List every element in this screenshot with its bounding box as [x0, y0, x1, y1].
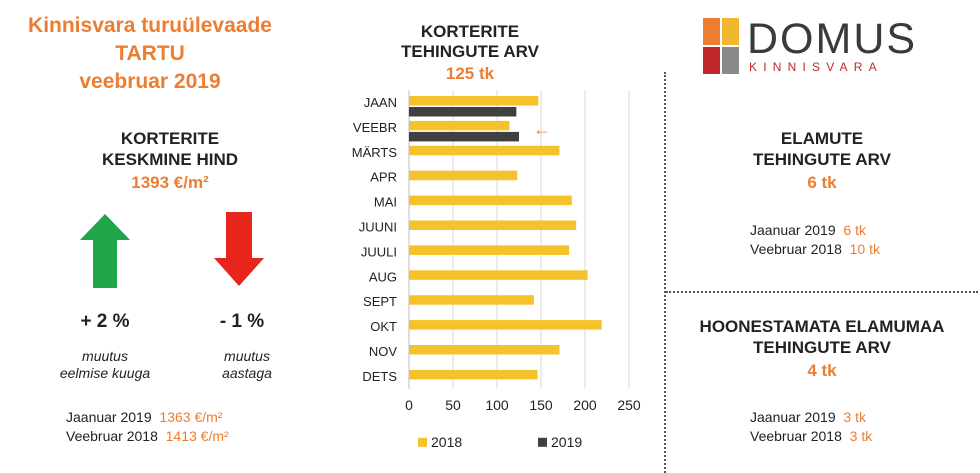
category-label: SEPT — [363, 294, 397, 309]
monthly-change-label: muutus eelmise kuuga — [30, 348, 180, 382]
report-title-city: TARTU — [115, 42, 185, 65]
bar-2018 — [409, 96, 539, 106]
category-label: MÄRTS — [352, 145, 398, 160]
houses-value: 6 tk — [807, 173, 837, 192]
category-label: NOV — [369, 344, 398, 359]
ref-value: 10 tk — [849, 241, 880, 257]
bar-2018 — [409, 270, 588, 280]
ref-label: Veebruar 2018 — [750, 428, 842, 444]
ref-label: Jaanuar 2019 — [750, 409, 836, 425]
houses-ref-row-2: Veebruar 2018 10 tk — [750, 240, 970, 259]
annotation-arrow-icon: ← — [533, 119, 551, 139]
apartments-value: 125 tk — [445, 64, 495, 83]
avg-price-ref-row-1: Jaanuar 2019 1363 €/m² — [66, 408, 306, 427]
report-title-period: veebruar 2019 — [79, 70, 221, 93]
category-label: APR — [370, 170, 397, 185]
land-ref-row-1: Jaanuar 2019 3 tk — [750, 408, 970, 427]
apartments-title-line1: KORTERITE — [420, 22, 520, 41]
logo-mark-icon — [703, 18, 739, 74]
ref-value: 6 tk — [843, 222, 866, 238]
monthly-change-value: + 2 % — [80, 311, 130, 332]
land-title-line1: HOONESTAMATA ELAMUMAA — [699, 317, 945, 336]
category-label: OKT — [370, 319, 397, 334]
land-ref-row-2: Veebruar 2018 3 tk — [750, 427, 970, 446]
category-label: JUUNI — [359, 220, 397, 235]
category-label: JUULI — [361, 244, 397, 259]
avg-price-title-line2: KESKMINE HIND — [101, 150, 238, 169]
report-title-line1: Kinnisvara turuülevaade — [28, 14, 272, 37]
x-tick-label: 100 — [485, 397, 509, 413]
yearly-change-label-line2: aastaga — [222, 365, 272, 381]
monthly-transactions-chart: 0 50 100 150 200 250 JAAN VEEBR MÄRTS APR MAI JUUNI… — [352, 90, 641, 450]
houses-title-line1: ELAMUTE — [780, 129, 864, 148]
houses-title-line2: TEHINGUTE ARV — [753, 150, 891, 169]
legend-label: 2019 — [551, 434, 582, 450]
ref-value: 1363 €/m² — [159, 409, 223, 425]
logo-sub: KINNISVARA — [749, 60, 883, 74]
land-value: 4 tk — [807, 361, 837, 380]
bar-2018 — [409, 120, 510, 131]
category-label: VEEBR — [353, 120, 397, 135]
apartments-title-line2: TEHINGUTE ARV — [401, 42, 539, 61]
bar-2018 — [409, 320, 602, 330]
bar-2018 — [409, 345, 560, 355]
domus-logo: DOMUS KINNISVARA — [703, 15, 953, 74]
x-tick-label: 0 — [405, 397, 413, 413]
yearly-change-label-line1: muutus — [224, 348, 270, 364]
legend-swatch — [538, 437, 547, 447]
column-divider — [664, 72, 666, 473]
ref-label: Veebruar 2018 — [66, 428, 158, 444]
arrow-up-icon — [80, 214, 130, 288]
arrow-down-icon — [214, 212, 264, 286]
category-label: MAI — [374, 195, 397, 210]
houses-ref-row-1: Jaanuar 2019 6 tk — [750, 221, 970, 240]
legend-swatch — [418, 437, 427, 447]
section-divider — [666, 291, 978, 293]
category-label: AUG — [369, 269, 397, 284]
x-tick-label: 50 — [445, 397, 461, 413]
yearly-change-label: muutus aastaga — [172, 348, 322, 382]
avg-price-title-line1: KORTERITE — [120, 129, 220, 148]
ref-label: Jaanuar 2019 — [750, 222, 836, 238]
land-title-line2: TEHINGUTE ARV — [753, 338, 891, 357]
bar-2018 — [409, 245, 570, 255]
legend-label: 2018 — [431, 434, 462, 450]
ref-value: 3 tk — [849, 428, 873, 444]
bar-2018 — [409, 145, 560, 156]
bar-2018 — [409, 369, 538, 380]
ref-label: Veebruar 2018 — [750, 241, 842, 257]
bar-2018 — [409, 295, 534, 305]
avg-price-ref-row-2: Veebruar 2018 1413 €/m² — [66, 427, 306, 446]
logo-name: DOMUS — [747, 15, 918, 63]
ref-value: 3 tk — [843, 409, 866, 425]
category-label: JAAN — [364, 95, 397, 110]
monthly-change-label-line1: muutus — [82, 348, 128, 364]
category-label: DETS — [362, 369, 397, 384]
avg-price-value: 1393 €/m² — [131, 173, 209, 192]
x-tick-label: 200 — [573, 397, 597, 413]
ref-value: 1413 €/m² — [165, 428, 229, 444]
bar-2018 — [409, 170, 518, 181]
bar-2018 — [409, 195, 572, 206]
ref-label: Jaanuar 2019 — [66, 409, 152, 425]
bar-2018 — [409, 220, 577, 230]
x-tick-label: 150 — [529, 397, 553, 413]
bar-2019 — [409, 131, 519, 142]
bar-2019 — [409, 107, 517, 117]
monthly-change-label-line2: eelmise kuuga — [59, 365, 151, 381]
x-tick-label: 250 — [617, 397, 641, 413]
yearly-change-value: - 1 % — [219, 311, 265, 332]
